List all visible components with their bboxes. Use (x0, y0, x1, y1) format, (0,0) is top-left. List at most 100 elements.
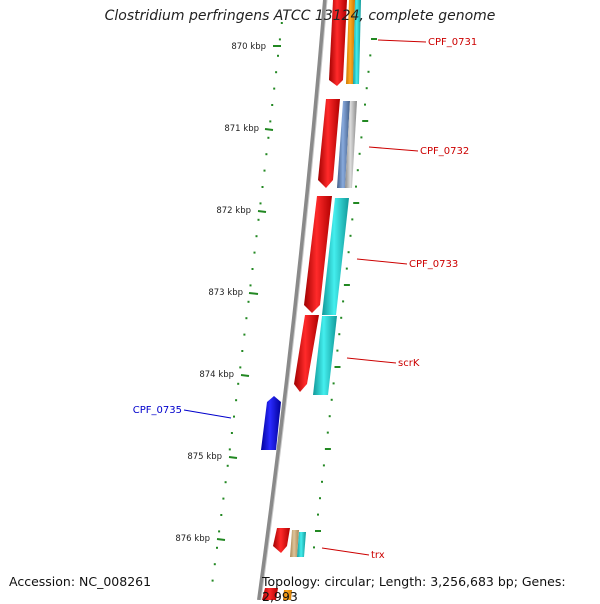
tick-label-872: 872 kbp (216, 206, 251, 216)
ruler-minor-tick (237, 382, 240, 385)
ruler-minor-tick (245, 317, 248, 320)
outer-ruler-tick (332, 382, 335, 385)
outer-ruler-tick (367, 70, 370, 73)
outer-ruler-tick (362, 120, 369, 122)
ruler-minor-tick (255, 235, 258, 238)
outer-ruler-tick (349, 234, 352, 237)
outer-ruler-tick (330, 398, 333, 401)
outer-ruler-tick (313, 546, 315, 549)
outer-ruler-tick (328, 415, 331, 418)
cds-cpf-0731[interactable] (329, 0, 347, 86)
tick-871 (264, 128, 274, 131)
leader-cpf-0732 (368, 146, 419, 152)
tick-872 (257, 210, 267, 213)
ruler-minor-tick (249, 284, 252, 287)
ruler-minor-tick (267, 136, 270, 139)
cog-cyan-0731 (353, 0, 361, 84)
ruler-minor-tick (222, 497, 225, 500)
ruler-minor-tick (275, 71, 278, 74)
outer-ruler-tick (356, 169, 359, 172)
outer-ruler-tick (338, 333, 341, 336)
ruler-minor-tick (257, 218, 260, 221)
gene-label-cpf-0733[interactable]: CPF_0733 (409, 259, 458, 270)
cog-cyan-scrk (313, 316, 337, 395)
outer-ruler-tick (351, 218, 354, 221)
ruler-minor-tick (251, 268, 254, 270)
cog-cyan-0733 (322, 198, 349, 315)
cds-cpf-0733[interactable] (304, 196, 332, 313)
ruler-minor-tick (269, 120, 272, 123)
outer-ruler-tick (360, 136, 363, 139)
ruler-minor-tick (243, 333, 246, 336)
gene-label-cpf-0732[interactable]: CPF_0732 (420, 146, 469, 157)
outer-ruler-tick (321, 480, 323, 483)
ruler-minor-ticks (211, 22, 283, 582)
tick-label-873: 873 kbp (208, 288, 243, 298)
outer-ruler-tick (315, 530, 321, 532)
leader-cpf-0733 (356, 258, 408, 265)
ruler-minor-tick (226, 464, 229, 467)
cds-bottom[interactable] (262, 588, 278, 600)
ruler-minor-tick (233, 415, 235, 418)
cog-gray-0732 (345, 101, 357, 188)
outer-ruler-tick (317, 513, 319, 516)
ruler-major-ticks (216, 45, 281, 541)
gene-label-cpf-0735[interactable]: CPF_0735 (133, 405, 182, 416)
ruler-minor-tick (213, 563, 216, 566)
ruler-minor-tick (239, 366, 242, 369)
gene-label-scrk[interactable]: scrK (398, 358, 420, 369)
outer-ruler-ticks (313, 38, 377, 549)
ruler-minor-tick (263, 169, 266, 172)
outer-ruler-tick (343, 284, 350, 286)
cds-trx[interactable] (273, 528, 290, 553)
ruler-minor-tick (230, 432, 233, 434)
genome-backbone-highlight (260, 0, 328, 600)
ruler-minor-tick (228, 448, 231, 451)
ruler-minor-tick (265, 153, 268, 156)
tick-label-875: 875 kbp (187, 452, 222, 462)
ruler-minor-tick (220, 514, 223, 516)
outer-ruler-tick (345, 267, 348, 270)
cog-tan-trx (290, 530, 299, 557)
leader-scrk (346, 357, 397, 364)
tick-875 (228, 456, 238, 459)
tick-label-874: 874 kbp (199, 370, 234, 380)
outer-ruler-tick (365, 87, 368, 90)
cog-orange-bottom (283, 590, 292, 600)
outer-ruler-tick (324, 448, 331, 450)
ruler-minor-tick (280, 22, 283, 24)
outer-ruler-tick (347, 251, 350, 254)
outer-ruler-tick (319, 497, 321, 500)
cds-cpf-0732[interactable] (318, 99, 340, 188)
tick-label-870: 870 kbp (231, 42, 266, 52)
ruler-minor-tick (261, 186, 264, 188)
map-title: Clostridium perfringens ATCC 13124, comp… (104, 8, 496, 24)
outer-ruler-tick (336, 349, 339, 352)
leader-cpf-0735 (183, 409, 232, 419)
ruler-minor-tick (259, 202, 262, 205)
ruler-minor-tick (235, 399, 238, 402)
outer-ruler-tick (326, 431, 329, 434)
cog-steel-0732 (337, 101, 350, 188)
tick-873 (248, 292, 259, 295)
outer-ruler-tick (340, 316, 343, 319)
ruler-minor-tick (224, 481, 227, 484)
ruler-minor-tick (253, 251, 256, 254)
outer-ruler-tick (371, 38, 377, 40)
accession-text: Accession: NC_008261 (9, 574, 152, 589)
cds-cpf-0735[interactable] (261, 396, 281, 450)
outer-ruler-tick (353, 202, 360, 204)
tick-label-876: 876 kbp (175, 534, 210, 544)
ruler-minor-tick (271, 104, 274, 106)
outer-ruler-tick (369, 54, 372, 57)
cds-scrk[interactable] (294, 315, 319, 392)
cog-cyan-trx (297, 532, 306, 557)
gene-label-cpf-0731[interactable]: CPF_0731 (428, 37, 477, 48)
gene-label-trx[interactable]: trx (371, 550, 385, 561)
outer-ruler-tick (364, 103, 366, 106)
ruler-minor-tick (216, 546, 218, 549)
genome-backbone (257, 0, 327, 600)
ruler-minor-tick (277, 54, 279, 57)
tick-874 (240, 374, 250, 377)
